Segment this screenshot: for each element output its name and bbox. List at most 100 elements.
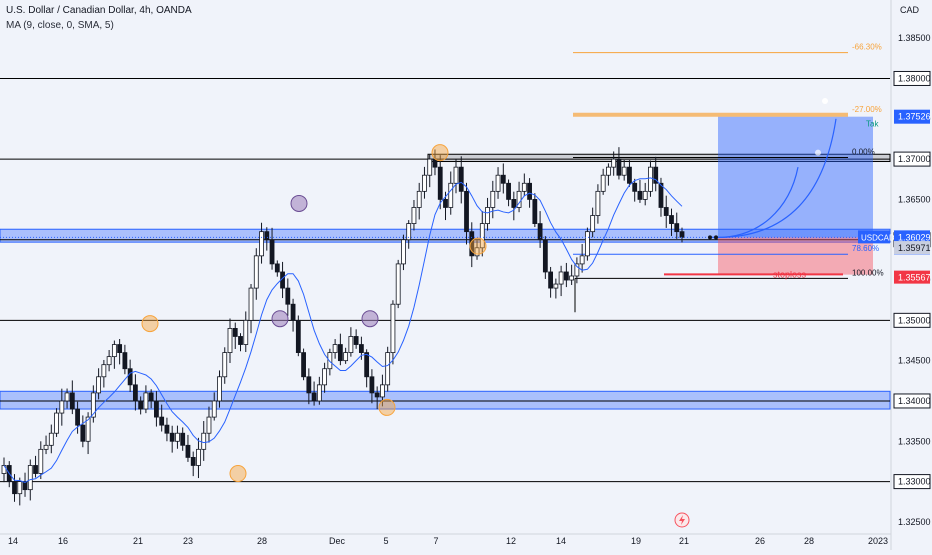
candle-body-110	[579, 255, 585, 265]
candle-104	[548, 266, 554, 298]
candle-body-68	[358, 344, 364, 353]
y-tick-box-11	[893, 474, 931, 490]
x-tick-8: 12	[506, 536, 516, 546]
candle-37	[196, 437, 201, 479]
candle-body-23	[122, 352, 128, 370]
candle-115	[606, 163, 611, 186]
candle-body-32	[169, 432, 175, 442]
candle-97	[511, 191, 517, 221]
candle-body-100	[527, 182, 532, 200]
candle-6	[33, 455, 38, 478]
candle-107	[563, 262, 569, 288]
candle-11	[59, 388, 65, 426]
candle-31	[164, 417, 170, 442]
candle-body-4	[22, 481, 28, 491]
candle-101	[532, 193, 538, 228]
lightning-icon[interactable]	[674, 512, 690, 528]
candle-body-73	[385, 352, 391, 386]
candle-body-72	[380, 384, 385, 398]
target-badge-price: 1.37526	[898, 112, 931, 122]
candle-body-6	[33, 465, 38, 474]
candle-body-8	[43, 444, 49, 450]
candle-body-120	[632, 182, 638, 192]
candle-85	[448, 171, 454, 215]
candle-body-16	[85, 416, 91, 442]
candle-122	[642, 182, 648, 206]
target-tag: Tak	[866, 120, 879, 129]
price-badge-value: 1.36029	[898, 232, 931, 242]
y-tick-0: 1.38500	[898, 33, 931, 43]
candle-71	[374, 386, 380, 410]
candle-114	[600, 168, 606, 195]
candle-body-19	[101, 364, 107, 378]
candle-body-106	[558, 271, 564, 285]
candle-52	[274, 260, 280, 277]
candle-body-13	[69, 392, 75, 410]
moving-average-line	[3, 177, 683, 483]
candle-body-121	[637, 190, 643, 200]
candle-body-17	[90, 392, 96, 418]
candle-45	[238, 333, 243, 352]
candle-body-64	[337, 344, 343, 362]
candle-body-96	[506, 182, 511, 200]
candle-78	[411, 199, 417, 231]
candle-body-80	[422, 174, 427, 192]
candle-body-38	[201, 432, 207, 450]
candle-body-20	[106, 356, 112, 366]
candle-body-95	[500, 174, 506, 184]
candle-91	[479, 210, 485, 257]
candle-body-123	[648, 166, 653, 192]
candle-63	[332, 339, 338, 359]
candle-body-33	[175, 432, 180, 442]
candle-body-56	[295, 319, 301, 353]
candle-body-24	[127, 368, 133, 386]
candle-body-58	[306, 376, 312, 394]
candle-39	[206, 406, 212, 443]
candle-19	[101, 359, 107, 388]
entry-dot-2	[714, 235, 718, 240]
candle-128	[674, 212, 680, 239]
candle-0	[1, 457, 7, 483]
candle-body-89	[469, 231, 475, 257]
candle-body-28	[148, 392, 154, 402]
projection-arrow-2	[711, 118, 837, 238]
candle-121	[637, 179, 643, 203]
candle-body-45	[238, 336, 243, 345]
candle-48	[253, 248, 259, 300]
candle-43	[227, 318, 233, 363]
candle-body-99	[521, 182, 527, 192]
candle-21	[111, 340, 117, 369]
candle-body-102	[537, 223, 543, 241]
candle-body-91	[479, 223, 485, 249]
stop-badge	[894, 270, 930, 284]
symbol-title: U.S. Dollar / Canadian Dollar, 4h, OANDA	[6, 5, 192, 16]
y-tick-10: 1.33500	[898, 436, 931, 446]
candle-57	[301, 348, 306, 381]
candle-body-47	[248, 287, 254, 321]
indicator-legend[interactable]: MA (9, close, 0, SMA, 5)	[6, 20, 114, 31]
candle-body-79	[416, 190, 422, 208]
swing-circle-orange-1	[229, 465, 247, 483]
candle-33	[175, 425, 180, 449]
candle-17	[90, 385, 96, 423]
candle-14	[75, 401, 80, 434]
candle-body-90	[474, 247, 480, 257]
candle-120	[632, 178, 638, 202]
candle-body-105	[553, 283, 559, 289]
candle-body-111	[584, 231, 590, 257]
candle-90	[474, 240, 480, 260]
y-tick-3: 1.37000	[898, 154, 931, 164]
candle-body-5	[27, 465, 33, 491]
candle-81	[427, 154, 433, 188]
candle-108	[569, 264, 575, 285]
candle-body-104	[548, 271, 554, 289]
candle-body-35	[185, 444, 191, 458]
x-tick-2: 21	[133, 536, 143, 546]
candle-83	[437, 155, 443, 210]
candle-67	[353, 329, 359, 349]
candle-body-40	[211, 400, 217, 418]
entry-dot-1	[708, 235, 712, 240]
x-tick-10: 19	[631, 536, 641, 546]
